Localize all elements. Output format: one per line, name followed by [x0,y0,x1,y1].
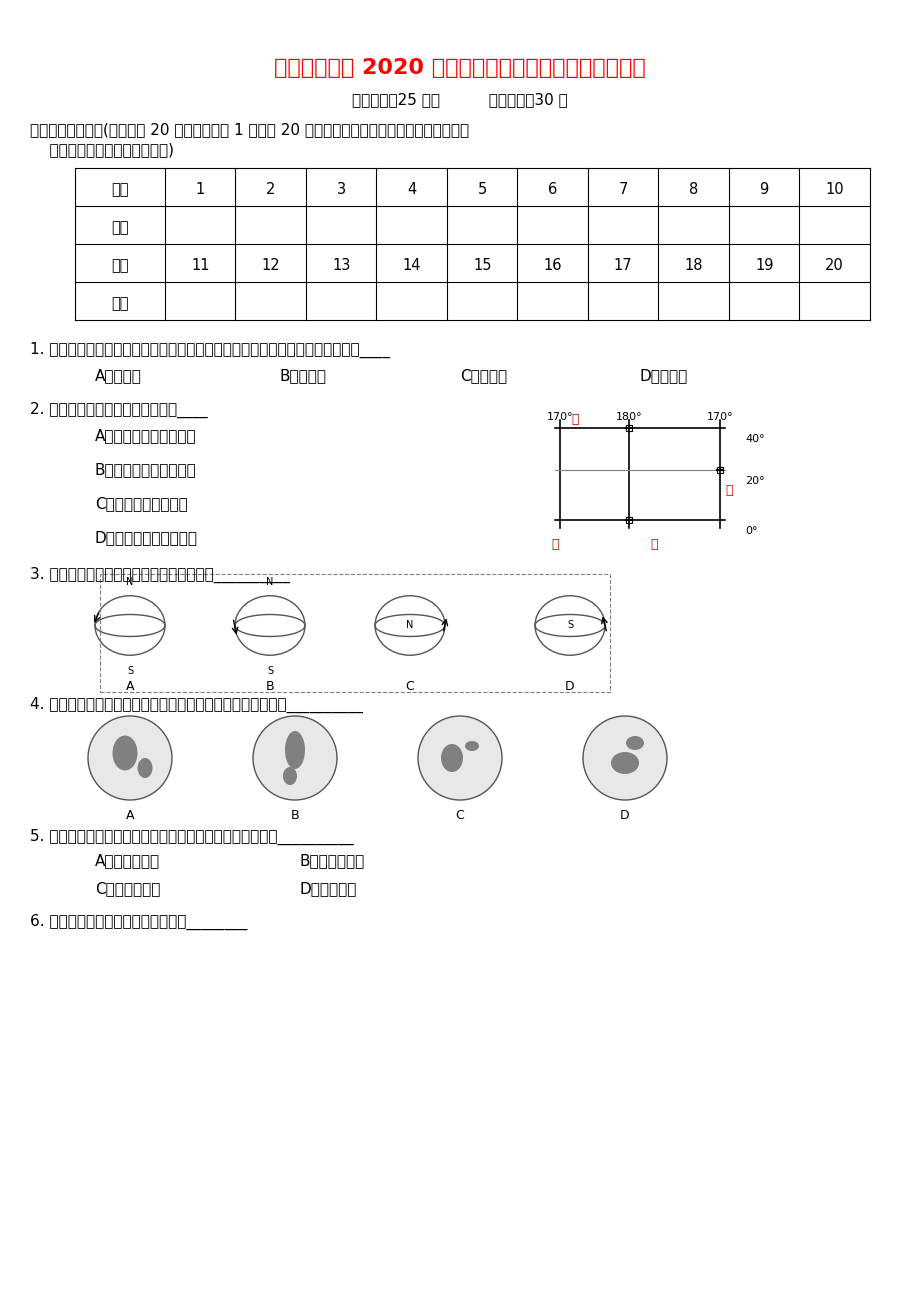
Text: 1: 1 [196,182,205,197]
Ellipse shape [112,736,137,771]
Text: 2: 2 [266,182,275,197]
Text: 一、单项选择题：(本大题共 20 小题，每小题 1 分，共 20 分；在下列各小题的四个选项中，只有一: 一、单项选择题：(本大题共 20 小题，每小题 1 分，共 20 分；在下列各小… [30,122,469,137]
Text: D: D [619,809,630,822]
Text: B: B [290,809,299,822]
Ellipse shape [625,736,643,750]
Text: 17: 17 [613,258,632,273]
Text: 9: 9 [759,182,768,197]
Text: B: B [266,680,274,693]
Text: C．哥伦布: C．哥伦布 [460,368,506,383]
Text: D．时刻相同: D．时刻相同 [300,881,357,896]
Ellipse shape [610,753,639,773]
Circle shape [417,716,502,799]
Text: C．时刻晚一些: C．时刻晚一些 [95,881,160,896]
Text: 3. 下面的四幅图中，地球自转方向正确的是__________: 3. 下面的四幅图中，地球自转方向正确的是__________ [30,566,289,583]
Text: 170°: 170° [706,411,732,422]
Text: 16: 16 [543,258,562,273]
Text: 18: 18 [684,258,702,273]
Text: 6. 下列温度带中四季变化最明显的是________: 6. 下列温度带中四季变化最明显的是________ [30,914,247,930]
Text: 40°: 40° [744,434,764,444]
Ellipse shape [440,743,462,772]
Text: 答案: 答案 [111,220,129,234]
Bar [716,467,722,473]
Text: A．魏格纳: A．魏格纳 [95,368,142,383]
Text: 乙: 乙 [650,538,657,551]
Text: B．麦哲伦: B．麦哲伦 [279,368,326,383]
Text: 12: 12 [261,258,279,273]
Text: 170°: 170° [546,411,573,422]
Text: C．甲和乙同处于热带: C．甲和乙同处于热带 [95,496,187,510]
Text: 10: 10 [824,182,843,197]
Text: N: N [406,621,414,630]
Text: 20: 20 [824,258,844,273]
Text: 15: 15 [472,258,491,273]
Text: 11: 11 [191,258,210,273]
Text: C: C [405,680,414,693]
Text: A．甲位于丙的西南方向: A．甲位于丙的西南方向 [95,428,197,443]
Ellipse shape [285,730,305,769]
Text: 丙: 丙 [550,538,558,551]
Ellipse shape [283,767,297,785]
Text: D．甲和丁都处于低纬度: D．甲和丁都处于低纬度 [95,530,198,546]
Text: C: C [455,809,464,822]
Text: B．后看到日出: B．后看到日出 [300,853,365,868]
Text: 题号: 题号 [111,182,129,197]
Text: 19: 19 [754,258,773,273]
Text: 甲: 甲 [724,484,732,497]
Text: 5. 在同一纬度地区，相对位置偏东的地点，要比偏西的地点__________: 5. 在同一纬度地区，相对位置偏东的地点，要比偏西的地点__________ [30,829,354,845]
Bar [625,424,631,431]
Text: N: N [126,577,133,587]
Text: 3: 3 [336,182,346,197]
Text: 1. 首次率领船队实现人类环绕地球一周的航行，证实了地球是个球体的航海家是____: 1. 首次率领船队实现人类环绕地球一周的航行，证实了地球是个球体的航海家是___… [30,342,390,358]
Text: 4: 4 [407,182,416,197]
Text: 8: 8 [688,182,698,197]
Text: 14: 14 [403,258,421,273]
Bar [100,574,609,691]
Text: D．拿破仑: D．拿破仑 [640,368,687,383]
Text: A: A [126,809,134,822]
Circle shape [583,716,666,799]
Text: 20°: 20° [744,477,764,486]
Text: 180°: 180° [615,411,641,422]
Text: 7: 7 [618,182,628,197]
Ellipse shape [137,758,153,779]
Ellipse shape [464,741,479,751]
Text: S: S [267,667,273,676]
Text: 5: 5 [477,182,486,197]
Text: S: S [566,621,573,630]
Text: 题号: 题号 [111,258,129,273]
Circle shape [88,716,172,799]
Text: 13: 13 [332,258,350,273]
Text: S: S [127,667,133,676]
Text: N: N [266,577,273,587]
Text: 个选项是最符合题目要求的。): 个选项是最符合题目要求的。) [30,142,174,158]
Text: D: D [564,680,574,693]
Text: 江苏省东台市 2020 学年七年级地理上学期（期中）试题: 江苏省东台市 2020 学年七年级地理上学期（期中）试题 [274,59,645,78]
Bar [625,517,631,523]
Text: 丁: 丁 [571,413,578,426]
Text: A．先看到日出: A．先看到日出 [95,853,160,868]
Text: A: A [126,680,134,693]
Text: 2. 对图中各地特征的描述可信的是____: 2. 对图中各地特征的描述可信的是____ [30,402,208,418]
Circle shape [253,716,336,799]
Text: 6: 6 [548,182,557,197]
Text: 答案: 答案 [111,296,129,311]
Text: 0°: 0° [744,526,756,536]
Text: B．丙和丁都位于东半球: B．丙和丁都位于东半球 [95,462,197,477]
Text: 4. 下列四幅图分别是东西南北四个半球，其中属于南半球的是__________: 4. 下列四幅图分别是东西南北四个半球，其中属于南半球的是__________ [30,697,362,713]
Text: 考试时间：25 分钟          试卷分值：30 分: 考试时间：25 分钟 试卷分值：30 分 [352,92,567,107]
